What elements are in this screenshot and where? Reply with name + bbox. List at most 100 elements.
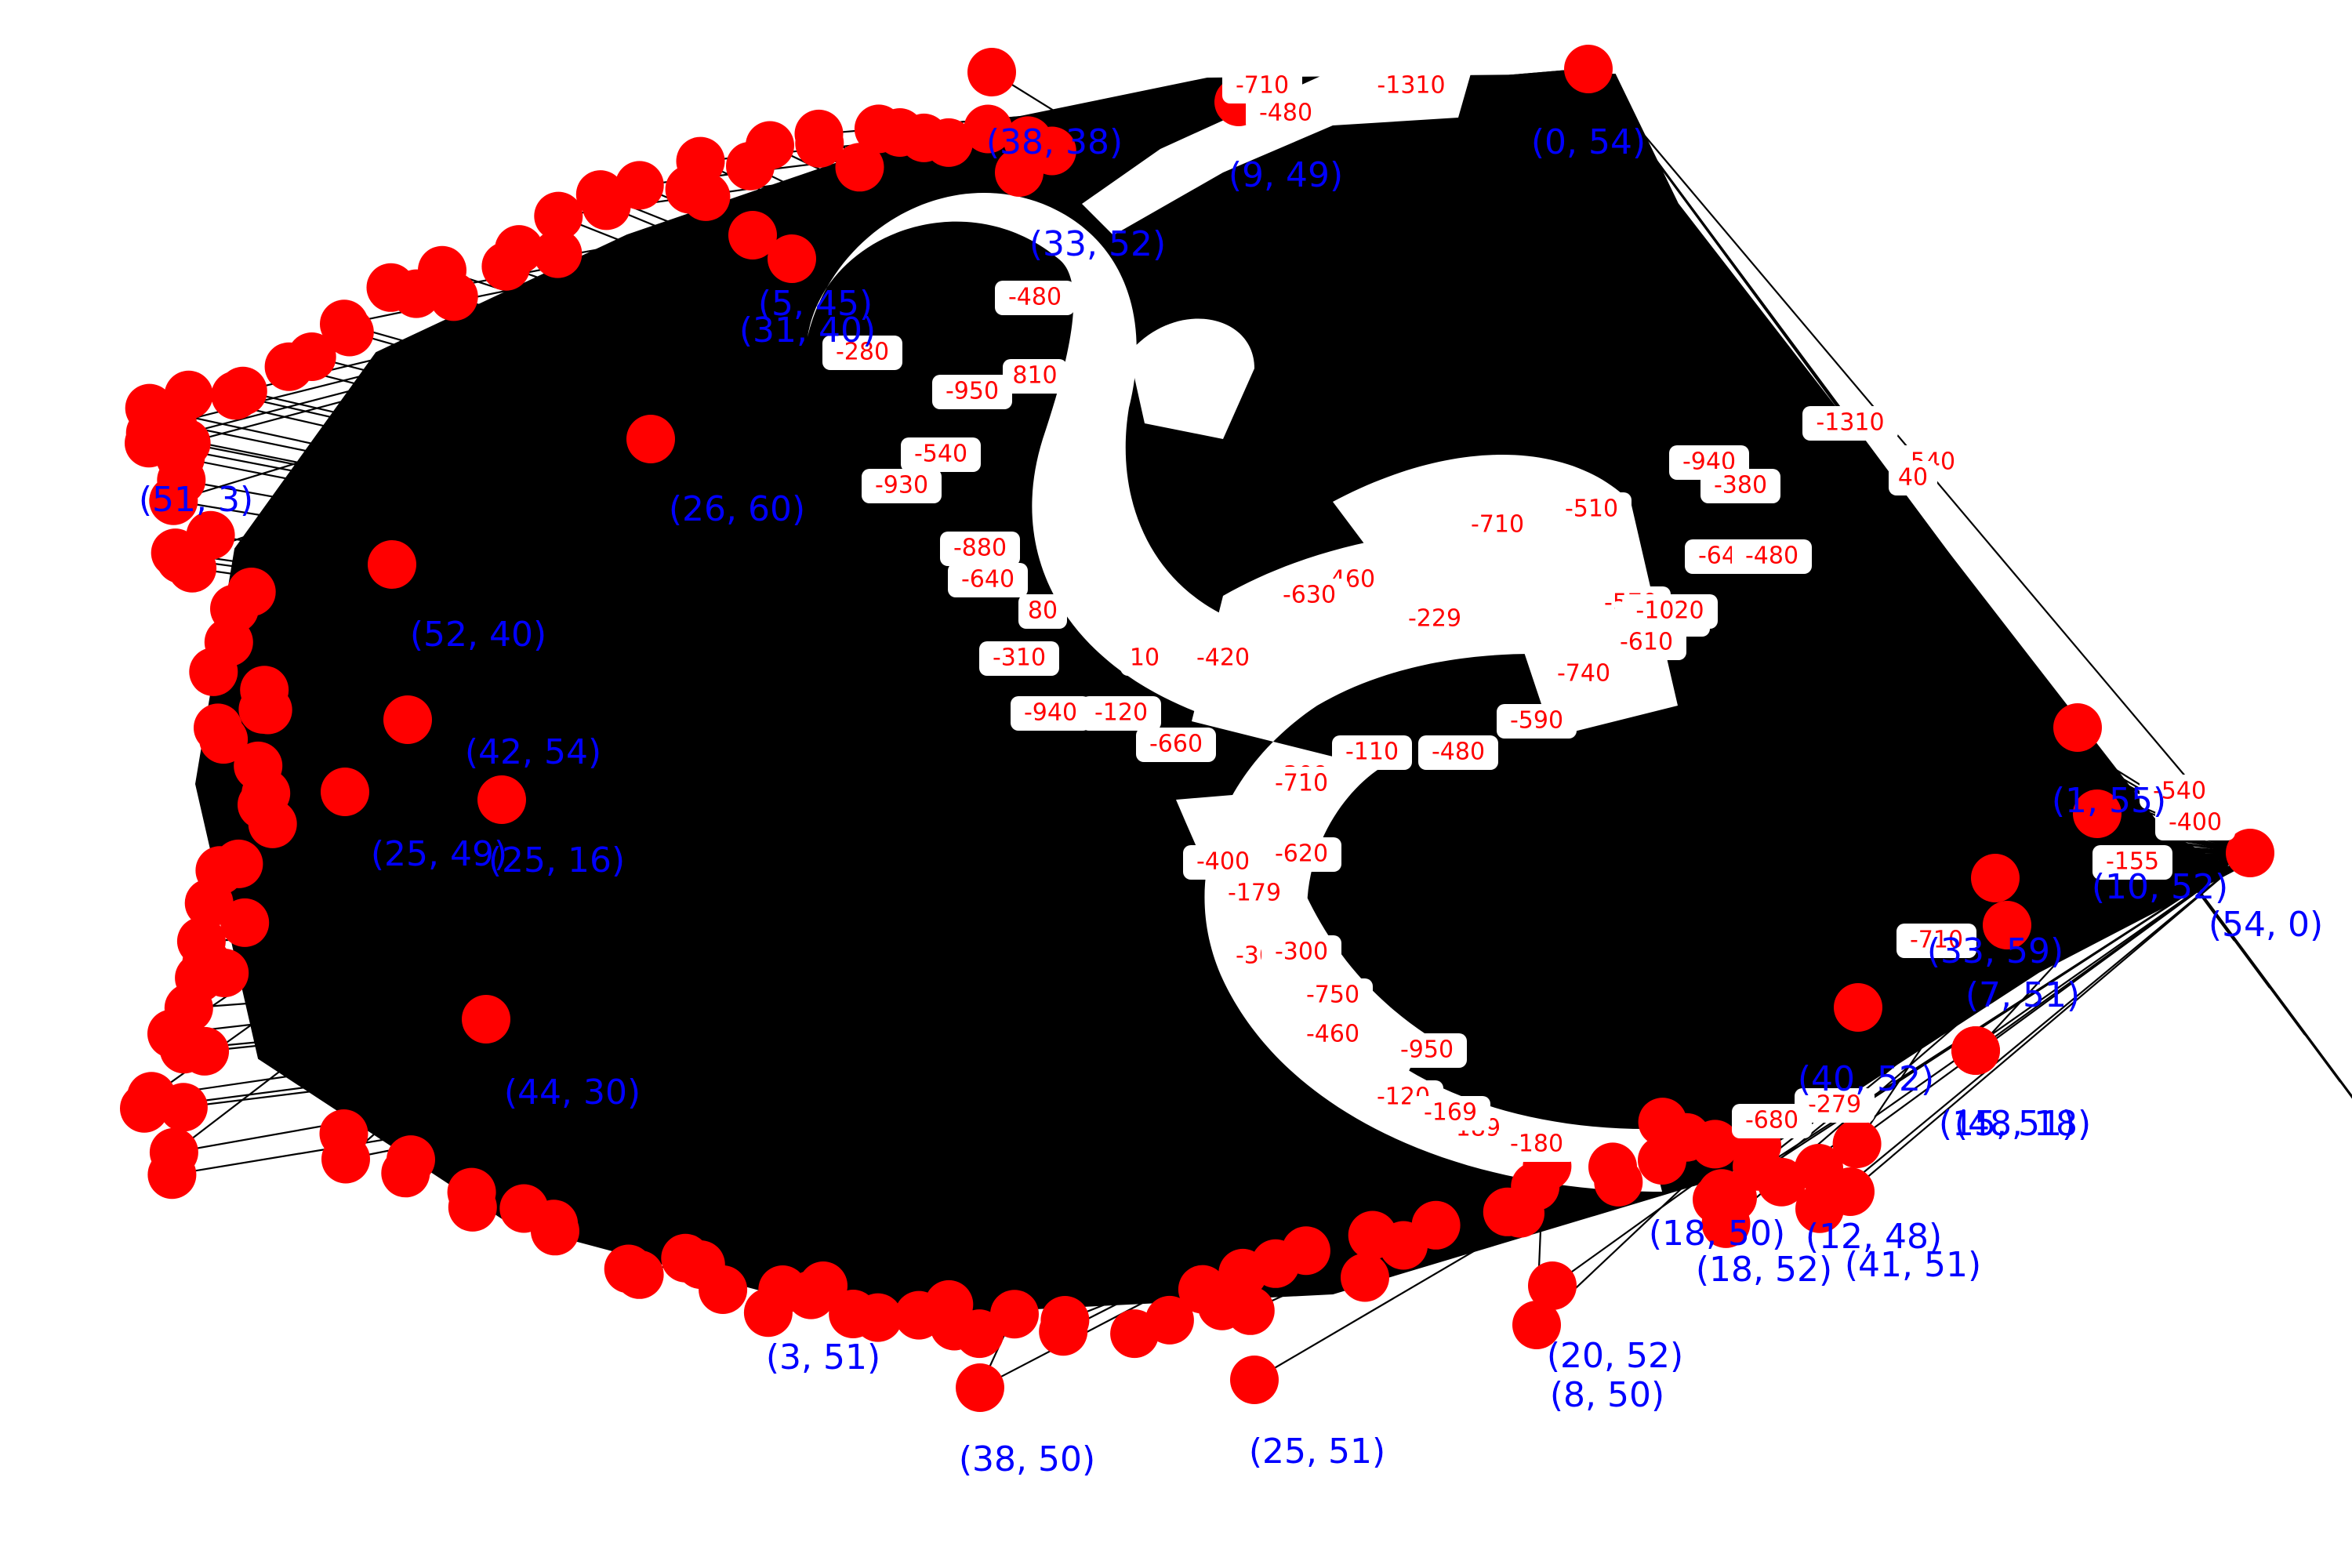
- edge-label-background: [1120, 641, 1169, 676]
- edge-label: -680: [1745, 1107, 1798, 1134]
- edge-label-background: [1003, 359, 1067, 394]
- graph-edge: [518, 249, 2165, 848]
- graph-node: [2073, 789, 2122, 838]
- graph-edge: [213, 670, 2251, 855]
- graph-node-unlabeled: [218, 366, 267, 416]
- graph-node: [368, 540, 416, 589]
- edge-label: -540: [914, 441, 967, 468]
- graph-edge: [553, 68, 1589, 1225]
- edge-label: -710: [1236, 72, 1289, 100]
- graph-node: [728, 211, 777, 260]
- graph-edge: [948, 845, 2165, 1305]
- edge-label: 80: [1028, 597, 1058, 625]
- graph-node-unlabeled: [248, 799, 297, 848]
- edge-label-background: [1410, 1096, 1490, 1131]
- node-label: (15, 51): [1939, 1104, 2075, 1144]
- edge-label-background: [940, 532, 1020, 566]
- edge-label: -110: [1345, 739, 1399, 766]
- graph-node-unlabeled: [531, 1207, 579, 1256]
- graph-edge: [557, 215, 2078, 817]
- graph-node-unlabeled: [448, 1182, 497, 1232]
- graph-edge: [224, 814, 2078, 975]
- node-label: (26, 60): [669, 489, 805, 529]
- edge-label-background: [1802, 406, 1898, 441]
- graph-edge: [953, 851, 2251, 1327]
- graph-node-unlabeled: [495, 225, 543, 274]
- graph-node-unlabeled: [1341, 1253, 1389, 1302]
- graph-node-unlabeled: [164, 370, 213, 419]
- node-label: (40, 52): [1798, 1059, 1934, 1099]
- node-label: (38, 50): [959, 1439, 1095, 1479]
- edge-label: -1310: [1816, 409, 1884, 437]
- node-label: (25, 51): [1249, 1432, 1385, 1472]
- node-label: (12, 48): [1806, 1217, 1942, 1257]
- graph-node-unlabeled: [676, 136, 725, 186]
- graph-edge: [173, 67, 1589, 502]
- graph-edge: [1819, 852, 2251, 1210]
- node-label: (10, 52): [2092, 867, 2228, 907]
- node-label: (9, 49): [1229, 155, 1343, 195]
- edge-label: -540: [2153, 778, 2206, 805]
- node-label: (1, 55): [2052, 781, 2166, 821]
- graph-node: [626, 415, 675, 463]
- graph-node-unlabeled: [1588, 1142, 1637, 1192]
- edge-label-background: [1261, 935, 1341, 970]
- edge-label: -950: [946, 378, 999, 405]
- edge-label: -280: [836, 339, 889, 366]
- edge-label: -940: [1024, 699, 1077, 727]
- edge-label-background: [1889, 461, 1937, 495]
- graph-edge: [151, 68, 1589, 1098]
- graph-edge: [205, 845, 2165, 1052]
- edge-label: -930: [875, 472, 928, 499]
- edge-label: -420: [1196, 644, 1250, 672]
- edge-label-background: [1732, 1104, 1812, 1138]
- node-label: (48, 18): [1955, 1104, 2091, 1144]
- graph-node-unlabeled: [168, 543, 217, 593]
- graph-edge: [345, 68, 1589, 1160]
- graph-node: [1971, 854, 2020, 902]
- edge-label-background: [1497, 704, 1577, 739]
- edge-label-background: [1544, 657, 1624, 691]
- node-label: (18, 50): [1649, 1214, 1785, 1254]
- edge-label-background: [1293, 1018, 1373, 1052]
- graph-edge: [265, 68, 1589, 794]
- node-label: (25, 16): [488, 840, 625, 880]
- graph-edge: [1018, 172, 2251, 854]
- graph-edge: [343, 323, 2078, 817]
- graph-node-labels: (0, 54) (9, 49) (38, 38) (54, 0) (1, 55) (10,…: [139, 122, 2323, 1479]
- node-label: (41, 51): [1845, 1245, 1981, 1285]
- graph-node-unlabeled: [1225, 1286, 1275, 1335]
- edge-label: -1020: [1635, 597, 1704, 625]
- edge-label: -480: [1432, 739, 1485, 766]
- graph-node: [1564, 45, 1613, 93]
- edge-label: -660: [1149, 731, 1203, 758]
- graph-edge: [1202, 815, 2078, 1290]
- node-label: (51, 3): [139, 480, 253, 520]
- graph-edge: [1849, 852, 2251, 1192]
- edge-label: -710: [1275, 770, 1328, 797]
- edge-label: -950: [1400, 1036, 1454, 1064]
- graph-node: [2226, 829, 2274, 877]
- graph-node-unlabeled: [795, 118, 844, 168]
- node-label: (8, 50): [1550, 1375, 1664, 1415]
- edge-label-background: [1269, 579, 1349, 613]
- graph-edge: [1242, 815, 2078, 1274]
- graph-node-unlabeled: [924, 118, 973, 167]
- graph-edge: [1587, 68, 1858, 1145]
- graph-node: [383, 695, 432, 744]
- edge-label-background: [1081, 696, 1161, 731]
- graph-edge: [1305, 851, 2251, 1252]
- edge-label-background: [1018, 594, 1067, 629]
- graph-edge: [1588, 68, 2352, 1098]
- edge-label: -480: [1008, 284, 1062, 311]
- graph-edge: [638, 68, 1589, 1276]
- edge-label-background: [2140, 775, 2220, 809]
- edge-label-background: [1183, 845, 1263, 880]
- node-label: (3, 51): [766, 1338, 880, 1377]
- edge-label-background: [2155, 806, 2235, 840]
- node-label: (20, 52): [1547, 1336, 1683, 1376]
- graph-node: [1834, 983, 1882, 1032]
- graph-node-unlabeled: [615, 161, 664, 210]
- graph-node-unlabeled: [990, 1290, 1039, 1339]
- edge-label: -750: [1306, 982, 1359, 1009]
